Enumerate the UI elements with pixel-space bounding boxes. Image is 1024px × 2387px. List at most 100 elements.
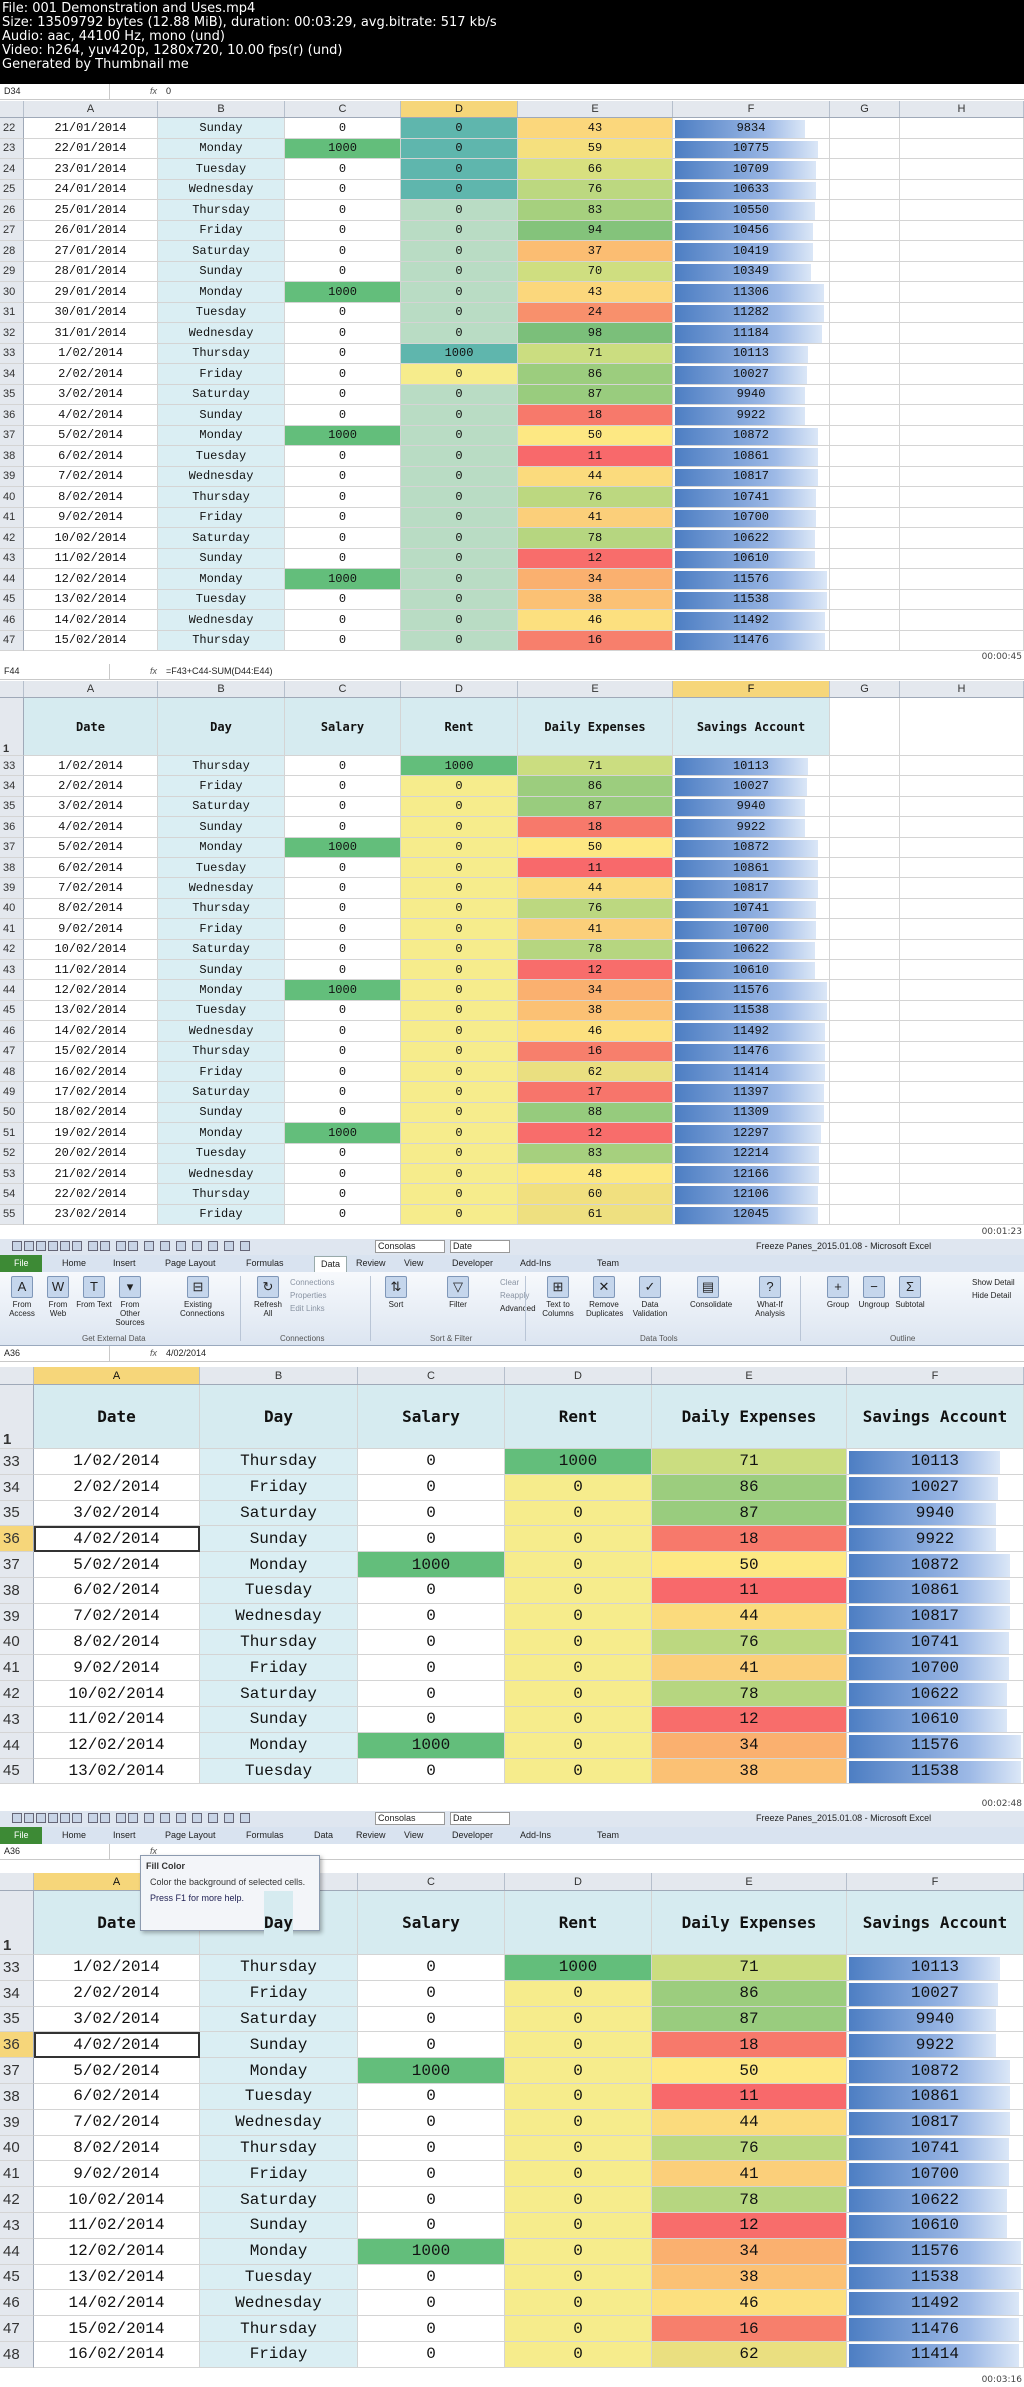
day-cell[interactable]: Friday bbox=[200, 1474, 358, 1501]
select-all-corner[interactable] bbox=[0, 1367, 34, 1384]
rent-cell[interactable]: 0 bbox=[401, 507, 518, 528]
empty-cell[interactable] bbox=[830, 1143, 900, 1164]
row-number[interactable]: 39 bbox=[0, 1603, 34, 1630]
savings-cell[interactable]: 10610 bbox=[673, 960, 830, 981]
daily-expenses-cell[interactable]: 12 bbox=[518, 960, 673, 981]
date-cell[interactable]: 4/02/2014 bbox=[34, 2032, 200, 2059]
row-number[interactable]: 1 bbox=[0, 1385, 34, 1449]
day-cell[interactable]: Sunday bbox=[158, 548, 285, 569]
savings-cell[interactable]: 11476 bbox=[673, 1041, 830, 1062]
empty-cell[interactable] bbox=[900, 589, 1024, 610]
empty-cell[interactable] bbox=[830, 1000, 900, 1022]
savings-cell[interactable]: 11397 bbox=[673, 1082, 830, 1103]
font-size-box[interactable]: Date bbox=[450, 1812, 510, 1825]
salary-cell[interactable]: 0 bbox=[358, 2109, 505, 2136]
savings-cell[interactable]: 11492 bbox=[673, 1021, 830, 1042]
savings-cell[interactable]: 11306 bbox=[673, 282, 830, 303]
row-number[interactable]: 33 bbox=[0, 1955, 34, 1981]
tab-add-ins[interactable]: Add-Ins bbox=[520, 1258, 552, 1268]
row-number[interactable]: 52 bbox=[0, 1143, 24, 1164]
empty-cell[interactable] bbox=[830, 384, 900, 405]
row-number[interactable]: 43 bbox=[0, 1707, 34, 1733]
row-number[interactable]: 36 bbox=[0, 817, 24, 838]
salary-cell[interactable]: 1000 bbox=[285, 425, 401, 446]
day-cell[interactable]: Thursday bbox=[158, 1184, 285, 1205]
salary-cell[interactable]: 1000 bbox=[285, 1123, 401, 1144]
daily-expenses-cell[interactable]: 76 bbox=[518, 898, 673, 920]
ribbon-small-advanced[interactable]: Advanced bbox=[500, 1304, 536, 1313]
tab-data[interactable]: Data bbox=[314, 1830, 334, 1840]
rent-cell[interactable]: 0 bbox=[401, 241, 518, 262]
row-number[interactable]: 26 bbox=[0, 200, 24, 221]
ribbon-small-edit-links[interactable]: Edit Links bbox=[290, 1304, 325, 1313]
savings-cell[interactable]: 11492 bbox=[847, 2290, 1024, 2317]
row-number[interactable]: 38 bbox=[0, 858, 24, 879]
day-cell[interactable]: Monday bbox=[158, 425, 285, 446]
rent-cell[interactable]: 0 bbox=[401, 159, 518, 180]
day-cell[interactable]: Thursday bbox=[158, 487, 285, 508]
column-header-f[interactable]: F bbox=[673, 681, 830, 697]
empty-cell[interactable] bbox=[900, 1000, 1024, 1022]
column-header-a[interactable]: A bbox=[24, 681, 158, 697]
column-header-f[interactable]: F bbox=[673, 101, 830, 117]
salary-cell[interactable]: 0 bbox=[285, 364, 401, 385]
salary-cell[interactable]: 0 bbox=[285, 507, 401, 528]
column-header-a[interactable]: A bbox=[24, 101, 158, 117]
tab-view[interactable]: View bbox=[404, 1258, 424, 1268]
rent-cell[interactable]: 0 bbox=[401, 384, 518, 405]
day-cell[interactable]: Friday bbox=[158, 776, 285, 797]
daily-expenses-cell[interactable]: 18 bbox=[652, 2032, 847, 2059]
ribbon-button-group[interactable]: + Group bbox=[820, 1276, 856, 1309]
name-box[interactable]: A36 bbox=[0, 1346, 110, 1361]
date-cell[interactable]: 4/02/2014 bbox=[24, 817, 158, 838]
daily-expenses-cell[interactable]: 34 bbox=[518, 980, 673, 1001]
salary-cell[interactable]: 0 bbox=[358, 1500, 505, 1527]
font-name-box[interactable]: Consolas bbox=[375, 1812, 445, 1825]
date-cell[interactable]: 29/01/2014 bbox=[24, 282, 158, 303]
salary-cell[interactable]: 0 bbox=[285, 302, 401, 323]
toolbar-icon[interactable] bbox=[240, 1813, 250, 1823]
rent-cell[interactable]: 0 bbox=[505, 2238, 652, 2265]
savings-cell[interactable]: 10700 bbox=[673, 507, 830, 528]
toolbar-icon[interactable] bbox=[48, 1813, 58, 1823]
tab-insert[interactable]: Insert bbox=[113, 1258, 136, 1268]
savings-cell[interactable]: 10113 bbox=[847, 1449, 1024, 1475]
row-number[interactable]: 24 bbox=[0, 159, 24, 180]
daily-expenses-cell[interactable]: 76 bbox=[652, 2135, 847, 2162]
row-number[interactable]: 44 bbox=[0, 569, 24, 590]
row-number[interactable]: 37 bbox=[0, 837, 24, 858]
font-size-box[interactable]: Date bbox=[450, 1240, 510, 1253]
toolbar-icon[interactable] bbox=[144, 1241, 154, 1251]
salary-cell[interactable]: 0 bbox=[285, 446, 401, 467]
empty-cell[interactable] bbox=[900, 1123, 1024, 1144]
savings-cell[interactable]: 10622 bbox=[847, 2187, 1024, 2213]
rent-cell[interactable]: 0 bbox=[401, 569, 518, 590]
savings-cell[interactable]: 10817 bbox=[847, 1603, 1024, 1630]
day-cell[interactable]: Saturday bbox=[158, 796, 285, 818]
salary-cell[interactable]: 0 bbox=[358, 1526, 505, 1553]
empty-cell[interactable] bbox=[900, 446, 1024, 467]
rent-cell[interactable]: 1000 bbox=[401, 343, 518, 364]
ribbon-small-hide-detail[interactable]: Hide Detail bbox=[972, 1291, 1012, 1300]
salary-cell[interactable]: 0 bbox=[285, 1204, 401, 1226]
empty-cell[interactable] bbox=[830, 796, 900, 818]
empty-cell[interactable] bbox=[830, 698, 900, 756]
date-cell[interactable]: 22/01/2014 bbox=[24, 138, 158, 159]
rent-cell[interactable]: 0 bbox=[505, 1732, 652, 1759]
toolbar-icon[interactable] bbox=[192, 1813, 202, 1823]
empty-cell[interactable] bbox=[900, 1164, 1024, 1185]
tab-file[interactable]: File bbox=[0, 1827, 42, 1844]
salary-cell[interactable]: 0 bbox=[358, 2187, 505, 2213]
date-cell[interactable]: 2/02/2014 bbox=[34, 1474, 200, 1501]
date-cell[interactable]: 13/02/2014 bbox=[34, 1758, 200, 1785]
savings-cell[interactable]: 11576 bbox=[847, 2238, 1024, 2265]
day-cell[interactable]: Wednesday bbox=[200, 2109, 358, 2136]
column-title-sav[interactable]: Savings Account bbox=[847, 1891, 1024, 1955]
row-number[interactable]: 41 bbox=[0, 507, 24, 528]
row-number[interactable]: 31 bbox=[0, 302, 24, 323]
row-number[interactable]: 47 bbox=[0, 2316, 34, 2342]
tab-home[interactable]: Home bbox=[62, 1830, 87, 1840]
daily-expenses-cell[interactable]: 16 bbox=[518, 1041, 673, 1062]
day-cell[interactable]: Friday bbox=[158, 1204, 285, 1226]
rent-cell[interactable]: 0 bbox=[401, 589, 518, 610]
